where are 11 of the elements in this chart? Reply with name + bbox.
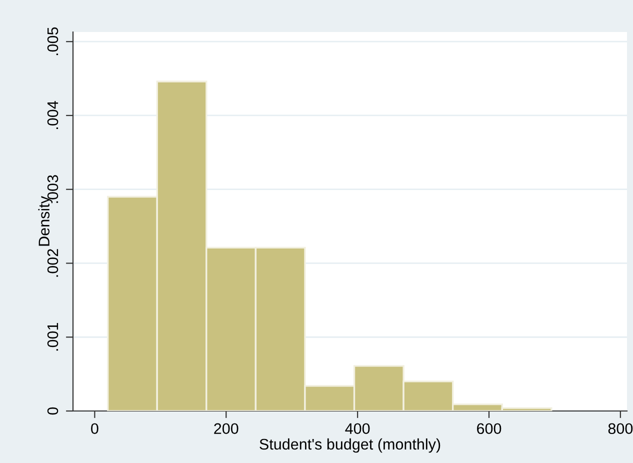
x-tick-label: 800 [608, 423, 633, 434]
y-tick-label: .005 [47, 27, 58, 56]
y-tick-label: .002 [47, 249, 58, 277]
x-tick-label: 200 [214, 423, 238, 434]
x-tick-label: 400 [345, 423, 370, 434]
y-tick-label: .004 [47, 101, 58, 129]
y-tick-label: 0 [47, 407, 58, 415]
y-tick-label: .001 [47, 323, 58, 351]
x-tick-label: 0 [91, 423, 98, 434]
x-tick-label: 600 [477, 423, 502, 434]
x-axis-title: Student's budget (monthly) [260, 438, 440, 453]
